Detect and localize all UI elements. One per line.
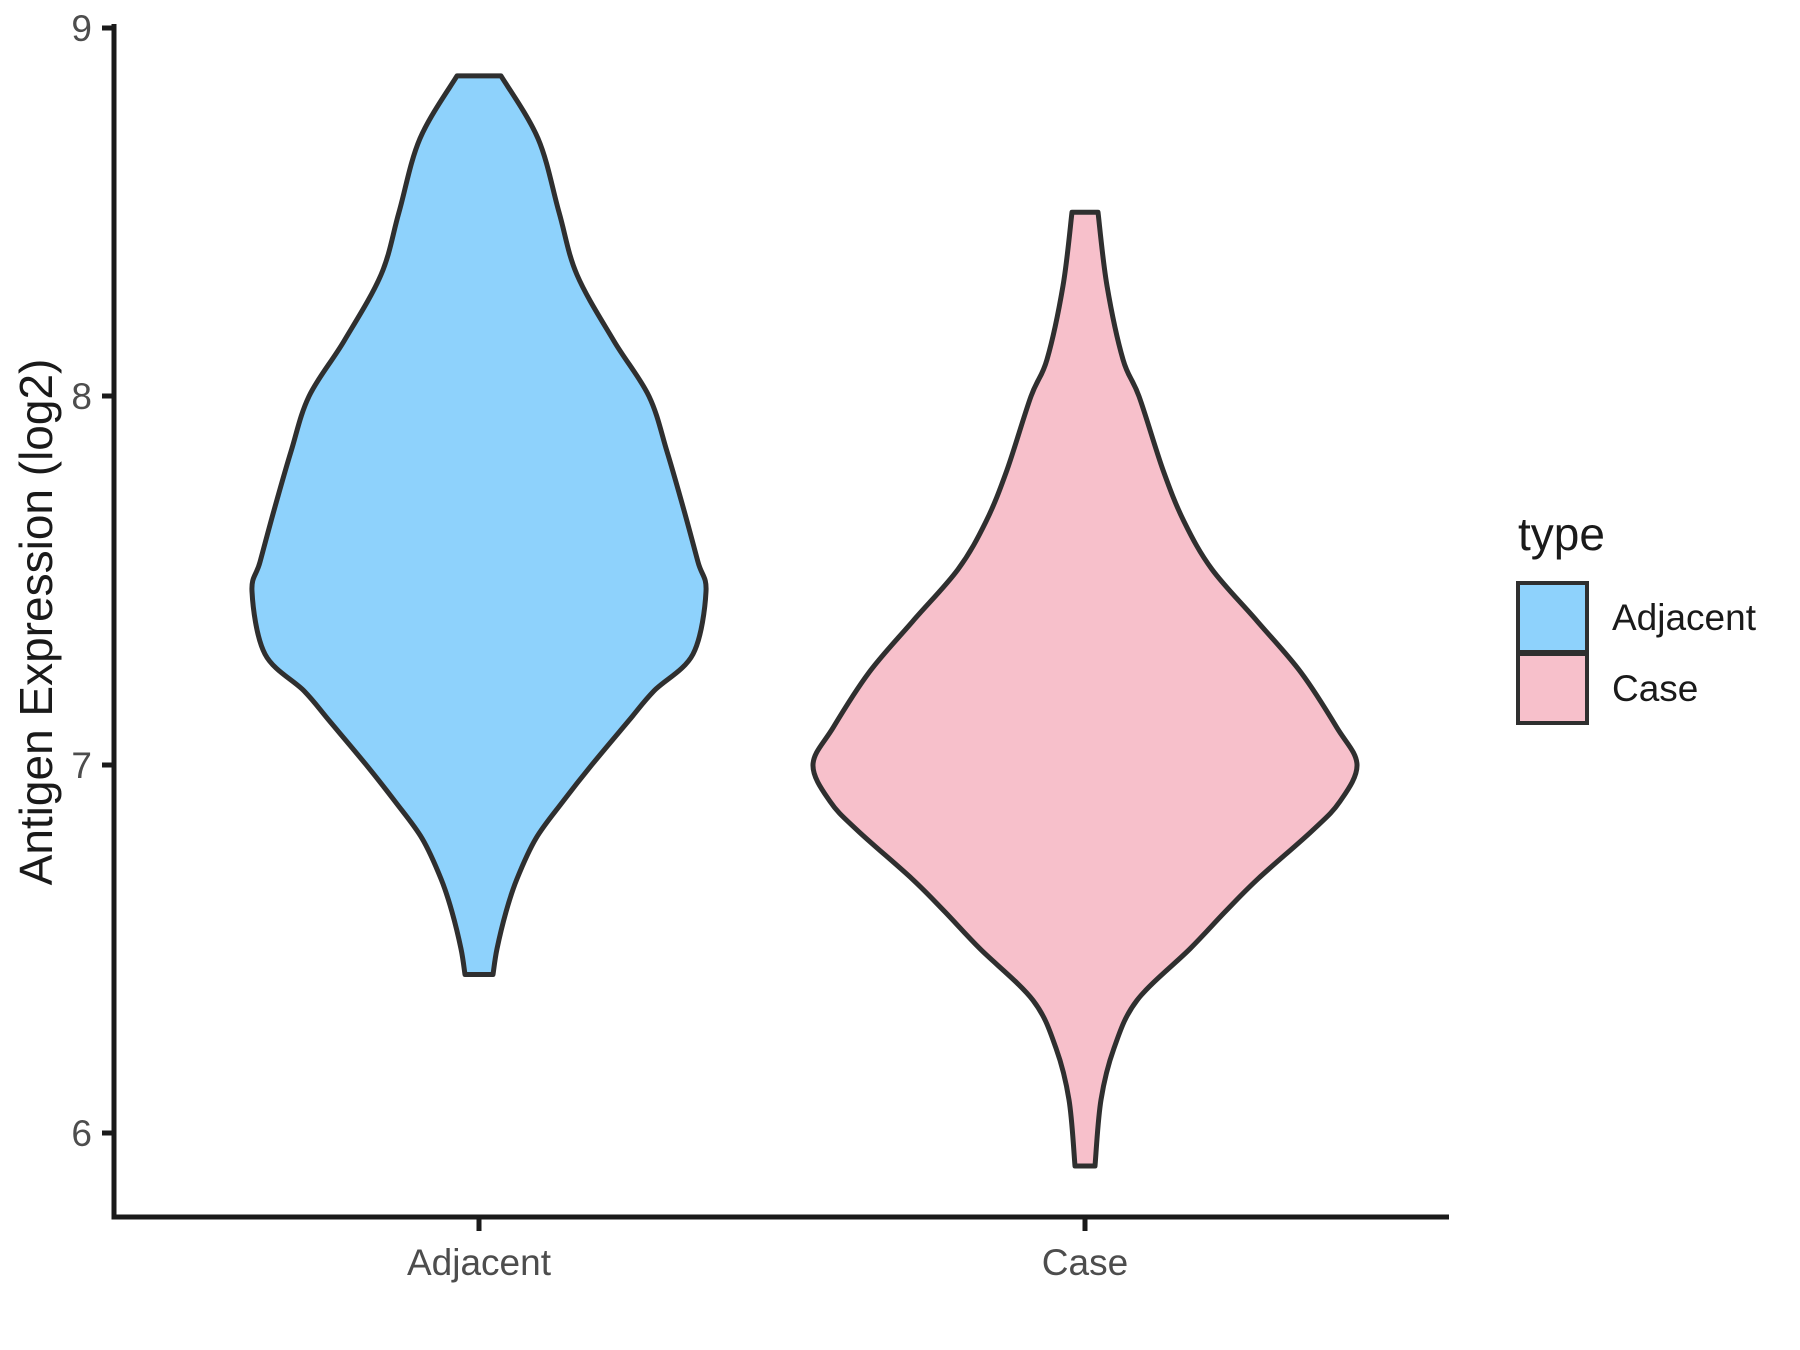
- violin-adjacent: [249, 73, 709, 977]
- y-axis-title: Antigen Expression (log2): [10, 359, 62, 886]
- x-label-case: Case: [1042, 1242, 1128, 1283]
- legend-label-adjacent: Adjacent: [1612, 597, 1757, 638]
- y-tick-label-6: 6: [71, 1113, 92, 1154]
- legend-key-adjacent-swatch: [1516, 581, 1589, 654]
- x-label-adjacent: Adjacent: [407, 1242, 552, 1283]
- legend-key-case-swatch: [1516, 652, 1589, 725]
- violin-case: [810, 209, 1360, 1169]
- y-tick-label-8: 8: [71, 376, 92, 417]
- legend-label-case: Case: [1612, 668, 1698, 709]
- y-tick-label-9: 9: [71, 8, 92, 49]
- legend-title: type: [1518, 508, 1605, 560]
- violins-group: [249, 73, 1360, 1169]
- legend: type Adjacent Case: [1516, 508, 1757, 725]
- y-tick-label-7: 7: [71, 745, 92, 786]
